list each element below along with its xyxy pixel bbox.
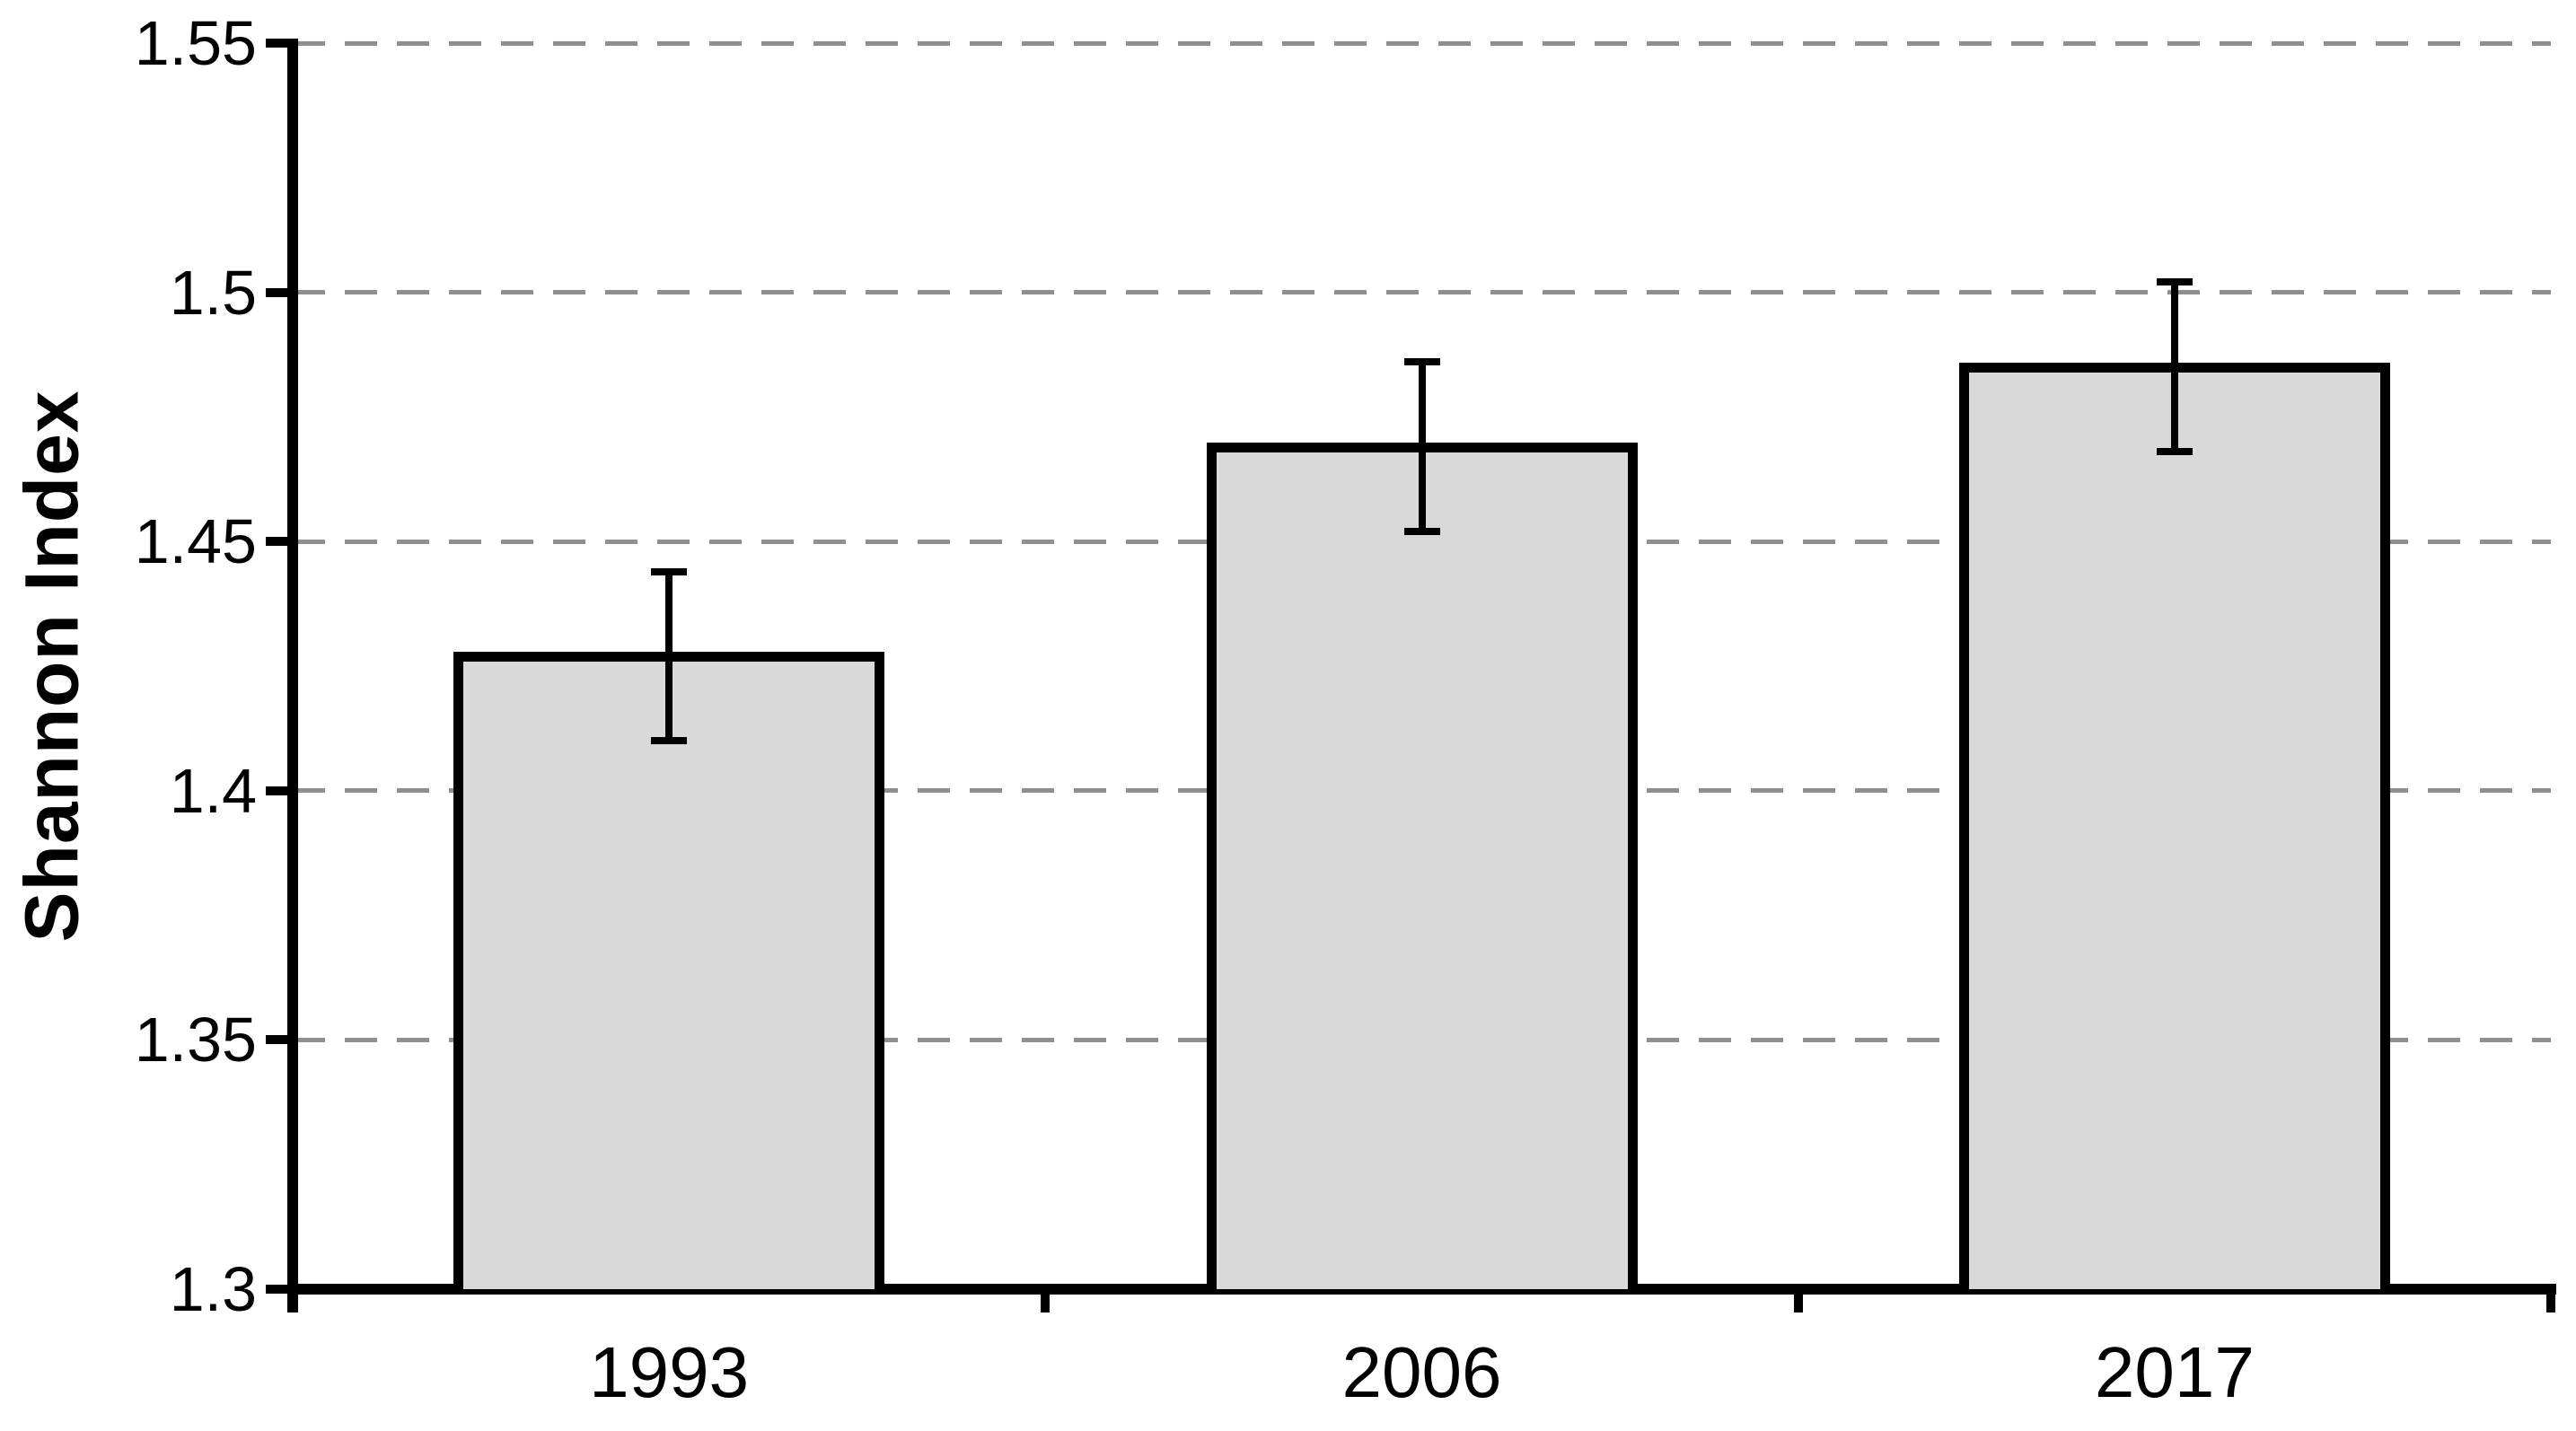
y-tick-label: 1.45	[134, 506, 257, 577]
y-tick-label: 1.4	[169, 755, 257, 826]
error-bar-line	[665, 571, 673, 742]
y-tick-label: 1.3	[169, 1254, 257, 1324]
y-tick-mark	[266, 786, 293, 795]
gridline	[293, 290, 2551, 295]
error-bar-cap-bottom	[2156, 448, 2193, 456]
y-tick-mark	[266, 1285, 293, 1294]
y-axis-line	[287, 39, 298, 1312]
x-tick-mark	[2546, 1289, 2555, 1312]
error-bar-line	[2170, 282, 2178, 452]
x-tick-mark	[1041, 1289, 1051, 1312]
bar-2006	[1206, 442, 1638, 1289]
error-bar-line	[1418, 362, 1426, 532]
error-bar-cap-top	[1403, 358, 1440, 366]
y-tick-mark	[266, 287, 293, 297]
x-tick-mark	[288, 1289, 297, 1312]
x-tick-label-1993: 1993	[589, 1332, 750, 1412]
y-axis-label: Shannon Index	[9, 390, 94, 943]
y-tick-mark	[266, 39, 293, 48]
bar-1993	[453, 651, 885, 1289]
y-tick-label: 1.5	[169, 257, 257, 328]
y-tick-mark	[266, 1035, 293, 1045]
x-tick-mark	[1793, 1289, 1803, 1312]
y-tick-label: 1.35	[134, 1005, 257, 1075]
x-tick-label-2017: 2017	[2094, 1332, 2255, 1412]
error-bar-cap-bottom	[1403, 528, 1440, 536]
bar-2017	[1958, 362, 2390, 1289]
error-bar-cap-bottom	[651, 737, 688, 745]
error-bar-cap-top	[2156, 278, 2193, 286]
gridline	[293, 40, 2551, 46]
y-tick-label: 1.55	[134, 8, 257, 78]
x-tick-label-2006: 2006	[1341, 1332, 1502, 1412]
y-tick-mark	[266, 537, 293, 547]
error-bar-cap-top	[651, 567, 688, 575]
